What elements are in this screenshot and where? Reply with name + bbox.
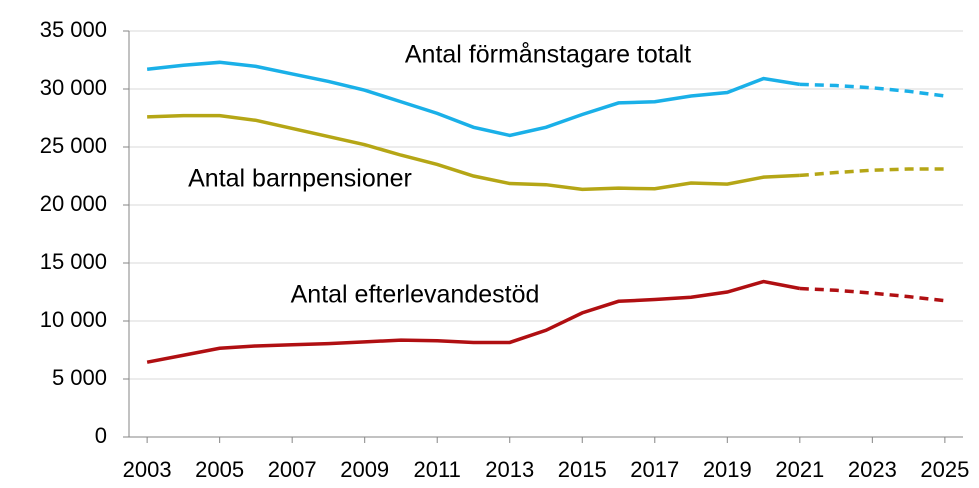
line <box>147 113 800 192</box>
x-tick-label: 2023 <box>848 457 897 482</box>
line <box>146 60 801 138</box>
forecast-line <box>799 167 945 178</box>
x-tick-label: 2009 <box>340 457 389 482</box>
x-tick-label: 2013 <box>485 457 534 482</box>
line <box>146 279 801 364</box>
y-tick-label: 10 000 <box>40 307 107 332</box>
x-tick-label: 2015 <box>558 457 607 482</box>
forecast-line <box>799 82 946 98</box>
series-label: Antal efterlevandestöd <box>291 281 540 309</box>
y-tick-label: 30 000 <box>40 75 107 100</box>
forecast-line <box>799 286 946 303</box>
x-tick-label: 2025 <box>920 457 969 482</box>
x-tick-label: 2007 <box>268 457 317 482</box>
x-tick-label: 2019 <box>703 457 752 482</box>
x-tick-label: 2005 <box>195 457 244 482</box>
y-tick-label: 5 000 <box>52 365 107 390</box>
y-tick-label: 20 000 <box>40 191 107 216</box>
x-tick-label: 2011 <box>414 457 461 482</box>
y-tick-label: 35 000 <box>40 17 107 42</box>
y-tick-label: 15 000 <box>40 249 107 274</box>
series-label: Antal barnpensioner <box>188 165 412 193</box>
x-tick-label: 2017 <box>630 457 679 482</box>
y-tick-label: 25 000 <box>40 133 107 158</box>
x-tick-label: 2021 <box>775 457 824 482</box>
series-label: Antal förmånstagare totalt <box>405 41 691 69</box>
x-tick-label: 2003 <box>123 457 172 482</box>
y-tick-label: 0 <box>95 423 107 448</box>
